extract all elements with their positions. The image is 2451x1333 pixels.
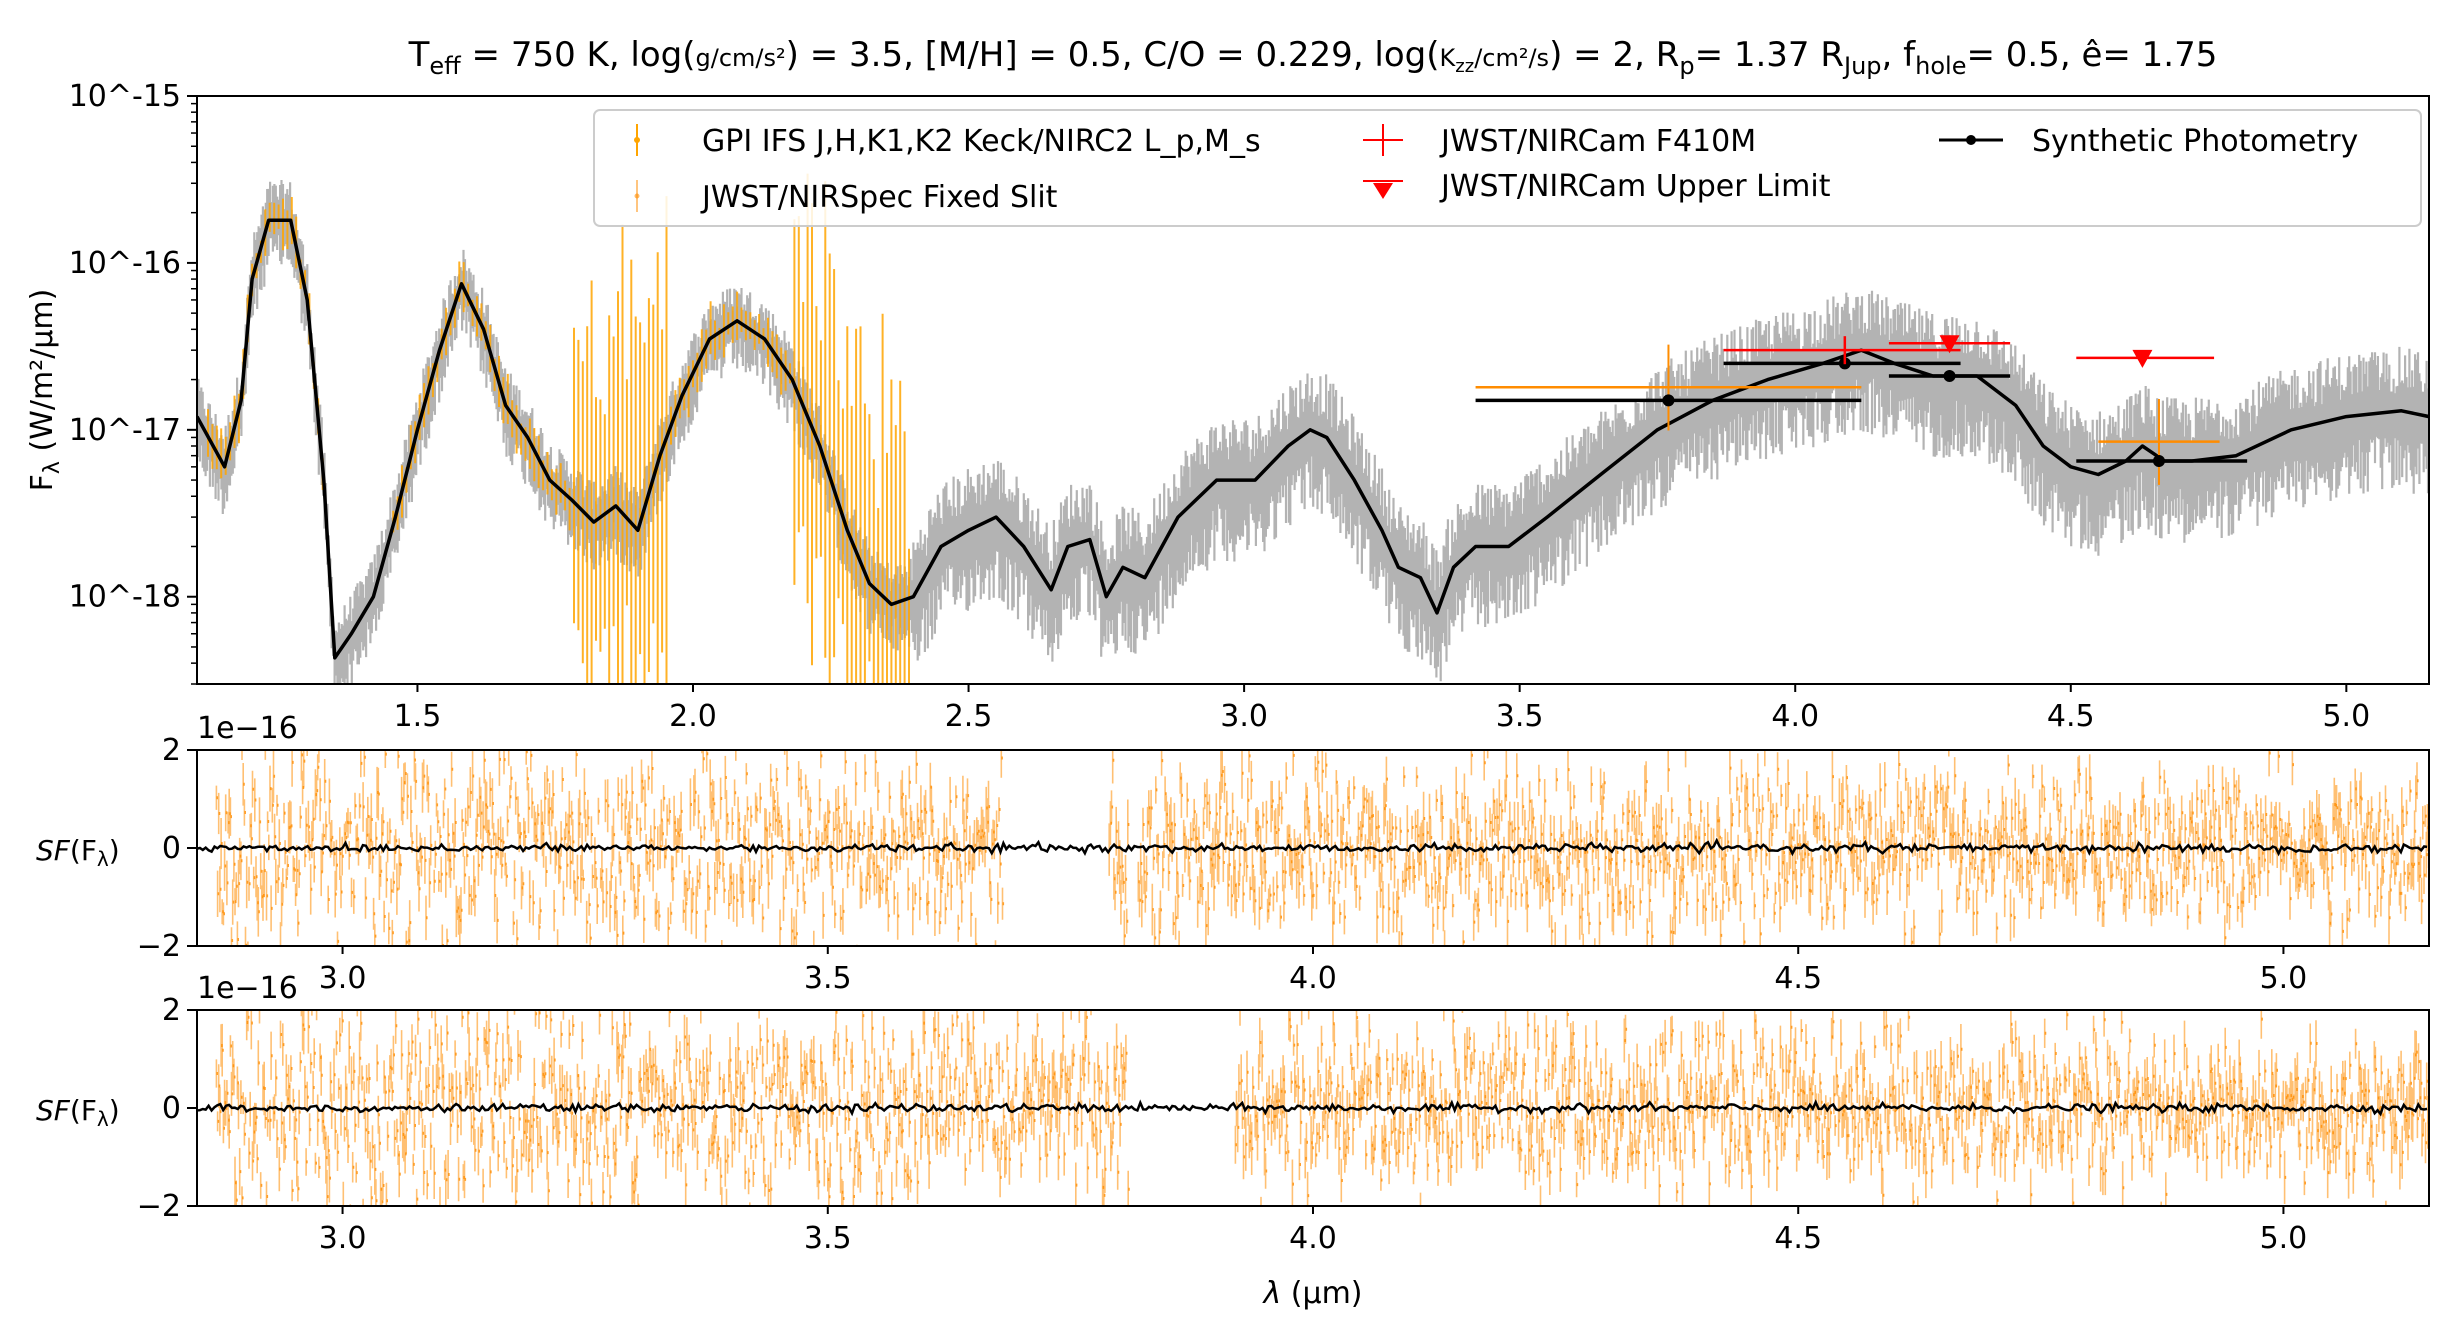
x-tick-label: 2.5 bbox=[945, 699, 993, 734]
x-tick-label: 4.0 bbox=[1771, 699, 1819, 734]
y-tick-label: 10^-18 bbox=[69, 580, 181, 615]
legend-nirspec-marker bbox=[634, 180, 640, 212]
main-axes: 1.5 2.0 2.5 3.0 3.5 4.0 4.5 5.0 10^-15 10^-16 10^-… bbox=[69, 79, 2371, 734]
x-tick-label: 4.5 bbox=[2047, 699, 2095, 734]
main-y-label: Fλ (W/m²/μm) bbox=[25, 289, 65, 492]
y-tick-label: 10^-17 bbox=[69, 413, 181, 448]
y-tick-label: 10^-16 bbox=[69, 246, 181, 281]
model-spectrum-band bbox=[197, 180, 2429, 684]
x-tick-label: 3.5 bbox=[804, 1221, 852, 1256]
residual-2-points bbox=[215, 1010, 2429, 1206]
residual-2-axes: 3.0 3.5 4.0 4.5 5.0 2 0 −2 bbox=[137, 993, 2308, 1256]
x-tick-label: 5.0 bbox=[2260, 961, 2308, 996]
x-axis-label: λ (μm) bbox=[1261, 1276, 1362, 1311]
legend-gpi-label: GPI IFS J,H,K1,K2 Keck/NIRC2 L_p,M_s bbox=[702, 124, 1261, 159]
x-tick-label: 3.0 bbox=[319, 1221, 367, 1256]
legend-upper-limit-label: JWST/NIRCam Upper Limit bbox=[1439, 169, 1831, 204]
upper-limit-marker bbox=[2132, 349, 2153, 368]
x-tick-label: 5.0 bbox=[2260, 1221, 2308, 1256]
residual-1-line bbox=[197, 837, 2428, 857]
y-tick-label: −2 bbox=[137, 1189, 181, 1224]
y-tick-label: 2 bbox=[162, 993, 181, 1028]
residual-points bbox=[216, 750, 2429, 946]
y-tick-label: −2 bbox=[137, 929, 181, 964]
residual-2-offset: 1e−16 bbox=[197, 971, 298, 1006]
photometry-points bbox=[1475, 335, 2248, 485]
y-tick-label: 0 bbox=[162, 1091, 181, 1126]
legend-f410m-marker bbox=[1363, 124, 1403, 156]
legend-synthetic-marker bbox=[1939, 135, 2003, 145]
legend-f410m-label: JWST/NIRCam F410M bbox=[1439, 124, 1756, 159]
legend-nirspec-label: JWST/NIRSpec Fixed Slit bbox=[700, 180, 1058, 215]
residual-1-offset: 1e−16 bbox=[197, 711, 298, 746]
synthetic-photometry-point bbox=[2152, 455, 2165, 468]
y-tick-label: 2 bbox=[162, 733, 181, 768]
y-tick-label: 10^-15 bbox=[69, 79, 181, 114]
residual-2-y-label: SF(Fλ) bbox=[36, 1094, 120, 1131]
x-tick-label: 5.0 bbox=[2322, 699, 2370, 734]
y-tick-label: 0 bbox=[162, 831, 181, 866]
x-tick-label: 3.5 bbox=[1496, 699, 1544, 734]
upper-limit-marker bbox=[1939, 335, 1960, 354]
legend: GPI IFS J,H,K1,K2 Keck/NIRC2 L_p,M_s JWS… bbox=[593, 109, 2422, 227]
x-tick-label: 2.0 bbox=[669, 699, 717, 734]
main-plot-frame bbox=[196, 95, 2430, 685]
x-tick-label: 4.0 bbox=[1289, 1221, 1337, 1256]
x-tick-label: 3.0 bbox=[319, 961, 367, 996]
x-tick-label: 4.5 bbox=[1774, 1221, 1822, 1256]
residual-points bbox=[216, 1010, 2429, 1206]
residual-1-y-label: SF(Fλ) bbox=[36, 834, 120, 871]
legend-gpi-marker bbox=[634, 124, 640, 156]
legend-upper-limit-marker bbox=[1363, 180, 1403, 199]
synthetic-photometry-point bbox=[1662, 394, 1675, 407]
residual-1-axes: 3.0 3.5 4.0 4.5 5.0 2 0 −2 bbox=[137, 733, 2308, 996]
synthetic-photometry-point bbox=[1943, 370, 1956, 383]
legend-synthetic-label: Synthetic Photometry bbox=[2032, 124, 2358, 159]
x-tick-label: 4.0 bbox=[1289, 961, 1337, 996]
residual-2-line bbox=[197, 1099, 2428, 1117]
residual-zero-line bbox=[197, 837, 2428, 857]
chart-title: Teff = 750 K, log(g/cm/s²) = 3.5, [M/H] … bbox=[408, 35, 2218, 80]
residual-1-points bbox=[215, 750, 2429, 946]
x-tick-label: 3.5 bbox=[804, 961, 852, 996]
residual-zero-line bbox=[197, 1099, 2428, 1117]
x-tick-label: 4.5 bbox=[1774, 961, 1822, 996]
x-tick-label: 1.5 bbox=[394, 699, 442, 734]
model-spectrum-noise bbox=[197, 180, 2429, 684]
x-tick-label: 3.0 bbox=[1220, 699, 1268, 734]
